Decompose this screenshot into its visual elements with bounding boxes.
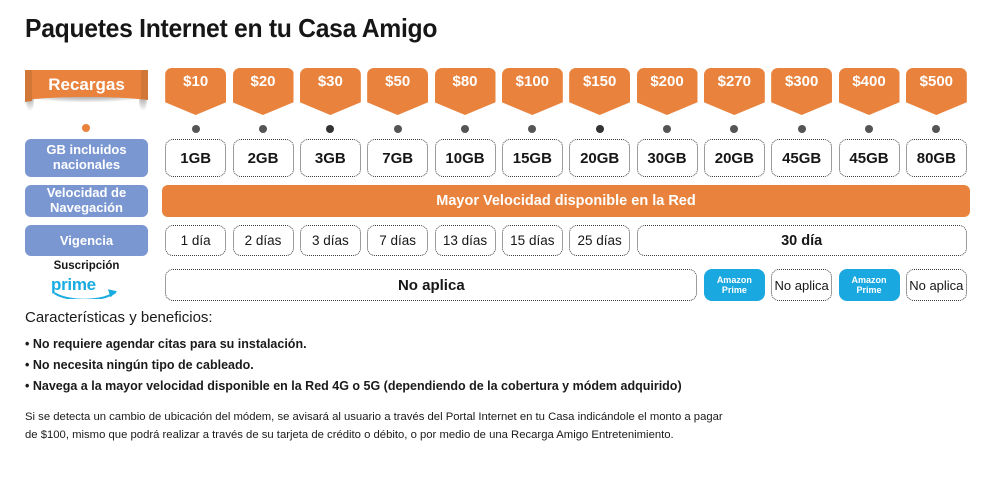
svg-text:prime: prime	[51, 275, 96, 294]
